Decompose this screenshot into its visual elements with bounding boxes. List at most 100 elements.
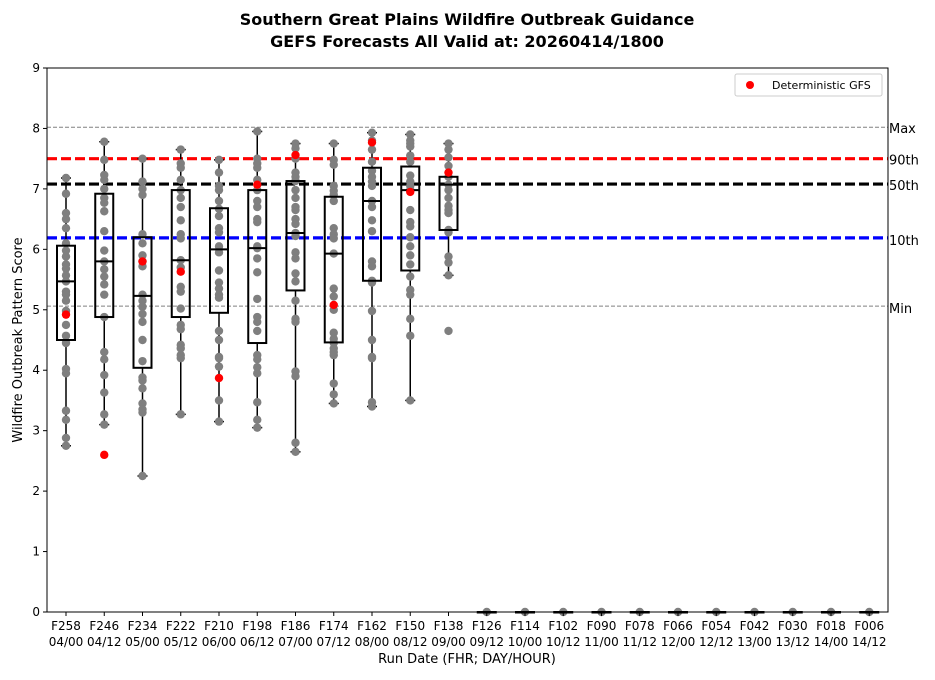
member-point	[253, 326, 262, 336]
gfs-point	[253, 180, 262, 189]
member-point	[367, 145, 377, 154]
member-point	[253, 398, 262, 407]
x-tick-fhr: F174	[319, 619, 349, 633]
member-point	[253, 217, 262, 227]
x-tick-day: 11/12	[622, 635, 657, 649]
member-point	[138, 251, 147, 260]
member-point	[367, 181, 377, 191]
member-point	[444, 271, 453, 280]
x-tick-fhr: F246	[89, 619, 119, 633]
member-point	[444, 185, 453, 195]
x-tick-fhr: F186	[281, 619, 311, 633]
member-point	[329, 196, 338, 206]
x-tick-day: 14/00	[814, 635, 849, 649]
member-point	[406, 242, 415, 251]
member-point	[253, 355, 262, 364]
member-point	[138, 309, 147, 319]
member-point	[176, 163, 185, 172]
member-point	[291, 277, 300, 286]
ref-label-90th: 90th	[889, 154, 919, 169]
member-point	[138, 376, 147, 385]
x-tick-fhr: F102	[548, 619, 578, 633]
ref-label-50th: 50th	[889, 179, 919, 194]
x-tick-day: 10/00	[508, 635, 543, 649]
ref-label-min: Min	[889, 302, 912, 317]
reference-lines	[47, 126, 888, 307]
x-tick-fhr: F150	[395, 619, 425, 633]
member-point	[61, 271, 71, 280]
member-point	[406, 157, 415, 166]
box-iqr	[400, 165, 421, 272]
member-point	[100, 410, 109, 419]
member-point	[176, 145, 185, 154]
member-point	[329, 328, 338, 337]
member-point	[176, 202, 185, 212]
member-point	[138, 356, 147, 366]
x-tick-fhr: F042	[740, 619, 770, 633]
member-point	[138, 335, 147, 345]
member-point	[406, 130, 415, 139]
member-point	[214, 228, 224, 237]
member-point	[214, 396, 224, 405]
x-tick-day: 07/12	[316, 635, 351, 649]
x-tick-day: 07/00	[278, 635, 313, 649]
member-point	[176, 324, 185, 334]
x-tick-day: 04/00	[49, 635, 84, 649]
member-point	[61, 331, 71, 340]
member-point	[291, 185, 300, 195]
member-point	[176, 410, 185, 419]
member-point	[138, 408, 147, 417]
x-tick-day: 14/12	[852, 635, 887, 649]
member-point	[100, 272, 109, 281]
y-tick-label: 7	[32, 182, 40, 196]
member-point	[329, 399, 338, 408]
member-point	[367, 157, 377, 166]
member-point	[253, 254, 262, 263]
member-point	[214, 353, 224, 363]
member-point	[61, 252, 71, 261]
x-tick-day: 08/12	[393, 635, 428, 649]
gfs-point	[100, 450, 109, 460]
member-point	[100, 137, 109, 146]
member-point	[61, 208, 71, 218]
member-point	[406, 233, 415, 242]
member-point	[444, 153, 453, 162]
member-point	[329, 292, 338, 301]
box-iqr	[438, 175, 459, 231]
member-point	[176, 216, 185, 225]
x-tick-day: 06/12	[240, 635, 275, 649]
legend-label: Deterministic GFS	[772, 79, 871, 92]
member-point	[100, 290, 109, 299]
y-axis-label: Wildfire Outbreak Pattern Score	[11, 237, 26, 442]
member-point	[214, 293, 224, 302]
member-point	[61, 406, 71, 415]
member-point	[291, 254, 300, 263]
member-point	[406, 171, 415, 180]
member-point	[61, 296, 71, 305]
chart-subtitle: GEFS Forecasts All Valid at: 20260414/18…	[270, 32, 664, 51]
member-point	[406, 222, 415, 231]
gfs-point	[61, 310, 71, 319]
member-point	[444, 326, 453, 336]
member-point	[253, 294, 262, 304]
member-point	[253, 268, 262, 277]
y-tick-label: 5	[32, 303, 40, 317]
member-point	[100, 246, 109, 255]
x-tick-day: 11/00	[584, 635, 619, 649]
member-point	[138, 184, 147, 194]
member-point	[214, 335, 224, 345]
box-iqr	[56, 244, 76, 341]
member-point	[176, 287, 185, 296]
member-point	[214, 284, 224, 293]
x-tick-fhr: F138	[434, 619, 464, 633]
y-tick-label: 3	[32, 424, 40, 438]
member-point	[100, 155, 109, 165]
legend: Deterministic GFS	[734, 73, 883, 97]
member-point	[176, 175, 185, 185]
member-point	[329, 284, 338, 293]
x-tick-day: 12/12	[699, 635, 734, 649]
member-point	[406, 151, 415, 160]
member-point	[61, 223, 71, 233]
x-axis-label: Run Date (FHR; DAY/HOUR)	[378, 652, 556, 667]
